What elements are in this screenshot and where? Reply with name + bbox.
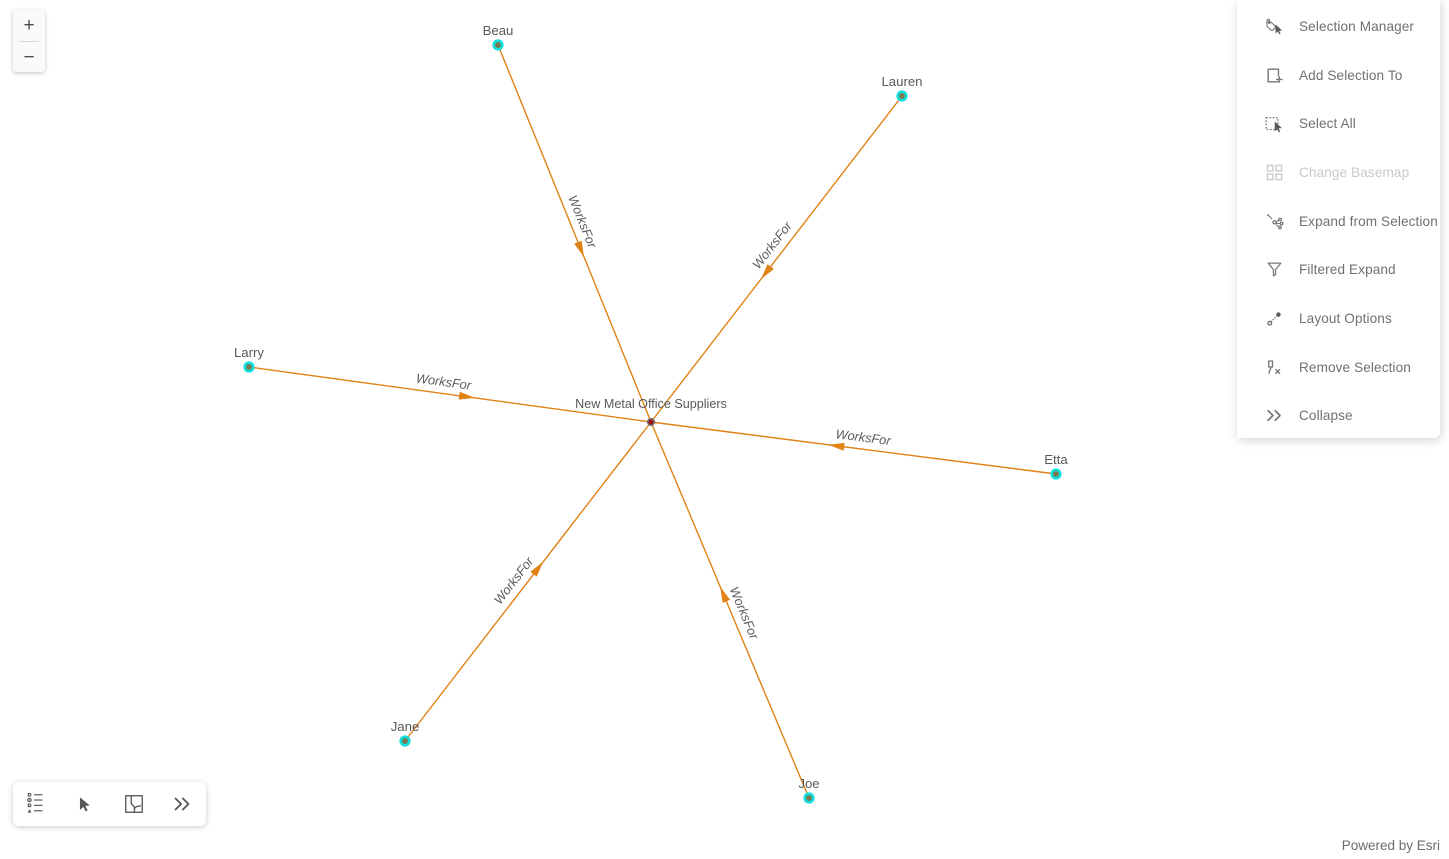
svg-text:Beau: Beau	[483, 23, 514, 38]
svg-text:New Metal Office Suppliers: New Metal Office Suppliers	[575, 397, 727, 411]
svg-text:Jane: Jane	[391, 719, 420, 734]
svg-text:WorksFor: WorksFor	[415, 370, 473, 392]
svg-text:Joe: Joe	[798, 776, 819, 791]
svg-text:Lauren: Lauren	[881, 74, 922, 89]
svg-text:Larry: Larry	[234, 345, 264, 360]
svg-text:Etta: Etta	[1044, 452, 1068, 467]
